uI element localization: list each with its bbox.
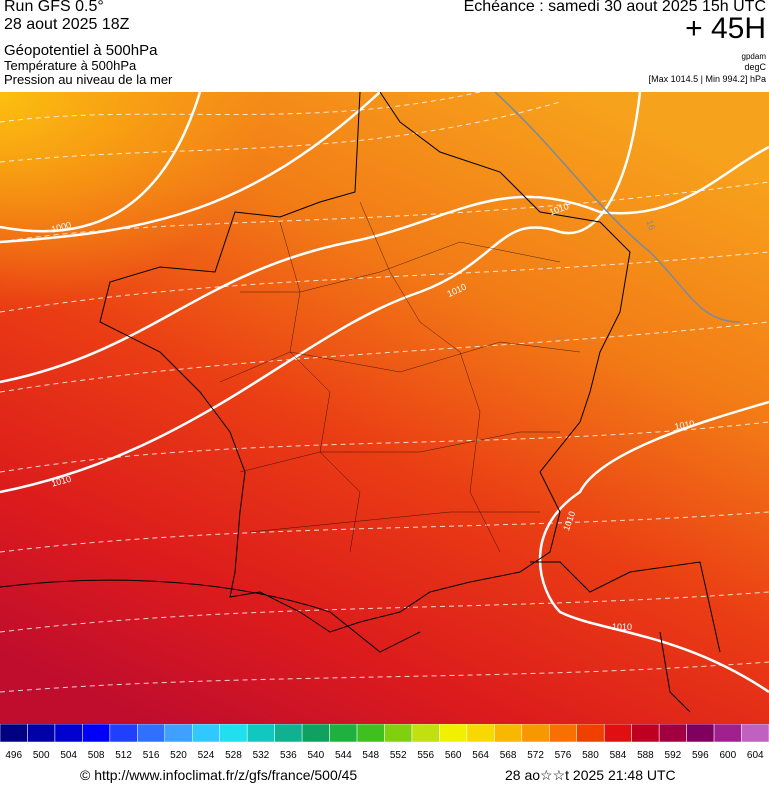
colorbar-label: 552 [390,750,407,761]
colorbar-label: 512 [115,750,132,761]
borders [219,201,581,553]
colorbar-label: 508 [88,750,105,761]
colorbar-cell [356,724,385,743]
colorbar-cell [301,724,330,743]
colorbar-cell [246,724,275,743]
run: Run GFS 0.5° [4,0,104,15]
colorbar-cell [686,724,715,743]
colorbar-label: 572 [527,750,544,761]
lead-time: + 45H [685,12,766,45]
colorbar-label: 528 [225,750,242,761]
colorbar-label: 536 [280,750,297,761]
colorbar-label: 564 [472,750,489,761]
colorbar-cell [82,724,111,743]
colorbar-cell [631,724,660,743]
colorbar-label: 588 [637,750,654,761]
isotherm-16 [494,92,741,323]
colorbar-cell [384,724,413,743]
colorbar-label: 540 [307,750,324,761]
field: Pression au niveau de la mer [4,72,173,87]
contour-label: 1010 [612,622,632,632]
isobars [0,92,769,694]
colorbar-label: 496 [5,750,22,761]
colorbar-cell [549,724,577,743]
colorbar-cell [521,724,550,743]
unit: degC [744,62,766,72]
colorbar-label: 516 [143,750,160,761]
colorbar-label: 532 [253,750,270,761]
colorbar-cell [192,724,220,743]
colorbar-cell [164,724,193,743]
colorbar-cell [494,724,523,743]
source-url: © http://www.infoclimat.fr/z/gfs/france/… [80,767,358,783]
colorbar-cell [713,724,742,743]
coastline [0,92,721,713]
colorbar-label: 548 [362,750,379,761]
colorbar-label: 500 [33,750,50,761]
colorbar-cell [219,724,248,743]
colorbar-cell [658,724,687,743]
colorbar-cell [0,724,28,743]
isotherms [0,92,769,693]
field: Géopotentiel à 500hPa [4,42,158,59]
range: [Max 1014.5 | Min 994.2] hPa [648,74,766,84]
colorbar-label: 560 [445,750,462,761]
unit: gpdam [741,52,766,61]
colorbar-label: 600 [719,750,736,761]
colorbar: 496 500 504 508 512 516 520 524 528 532 536 540 544 5… [0,724,769,761]
colorbar-label: 544 [335,750,352,761]
colorbar-label: 580 [582,750,599,761]
colorbar-label: 568 [500,750,517,761]
colorbar-cell [274,724,303,743]
colorbar-label: 604 [747,750,764,761]
contour-label: 16 [644,219,657,232]
colorbar-cell [137,724,166,743]
run-date: 28 aout 2025 18Z [4,16,130,33]
colorbar-cell [411,724,440,743]
colorbar-cell [576,724,605,743]
colorbar-cell [329,724,358,743]
colorbar-cell [27,724,56,743]
colorbar-cell [603,724,632,743]
colorbar-label: 596 [692,750,709,761]
colorbar-label: 504 [60,750,77,761]
colorbar-cell [54,724,83,743]
colorbar-cell [466,724,495,743]
contour-label: 1010 [674,418,695,431]
colorbar-label: 524 [198,750,215,761]
colorbar-cell [741,724,769,743]
timestamp: 28 ao☆☆t 2025 21:48 UTC [505,767,676,783]
colorbar-label: 584 [610,750,627,761]
colorbar-label: 576 [555,750,572,761]
colorbar-label: 520 [170,750,187,761]
colorbar-cell [439,724,468,743]
map-shade [0,92,769,724]
echeance: Echéance : samedi 30 aout 2025 15h UTC [463,0,766,15]
field: Température à 500hPa [4,58,137,73]
colorbar-label: 556 [417,750,434,761]
colorbar-cell [109,724,138,743]
colorbar-label: 592 [665,750,682,761]
